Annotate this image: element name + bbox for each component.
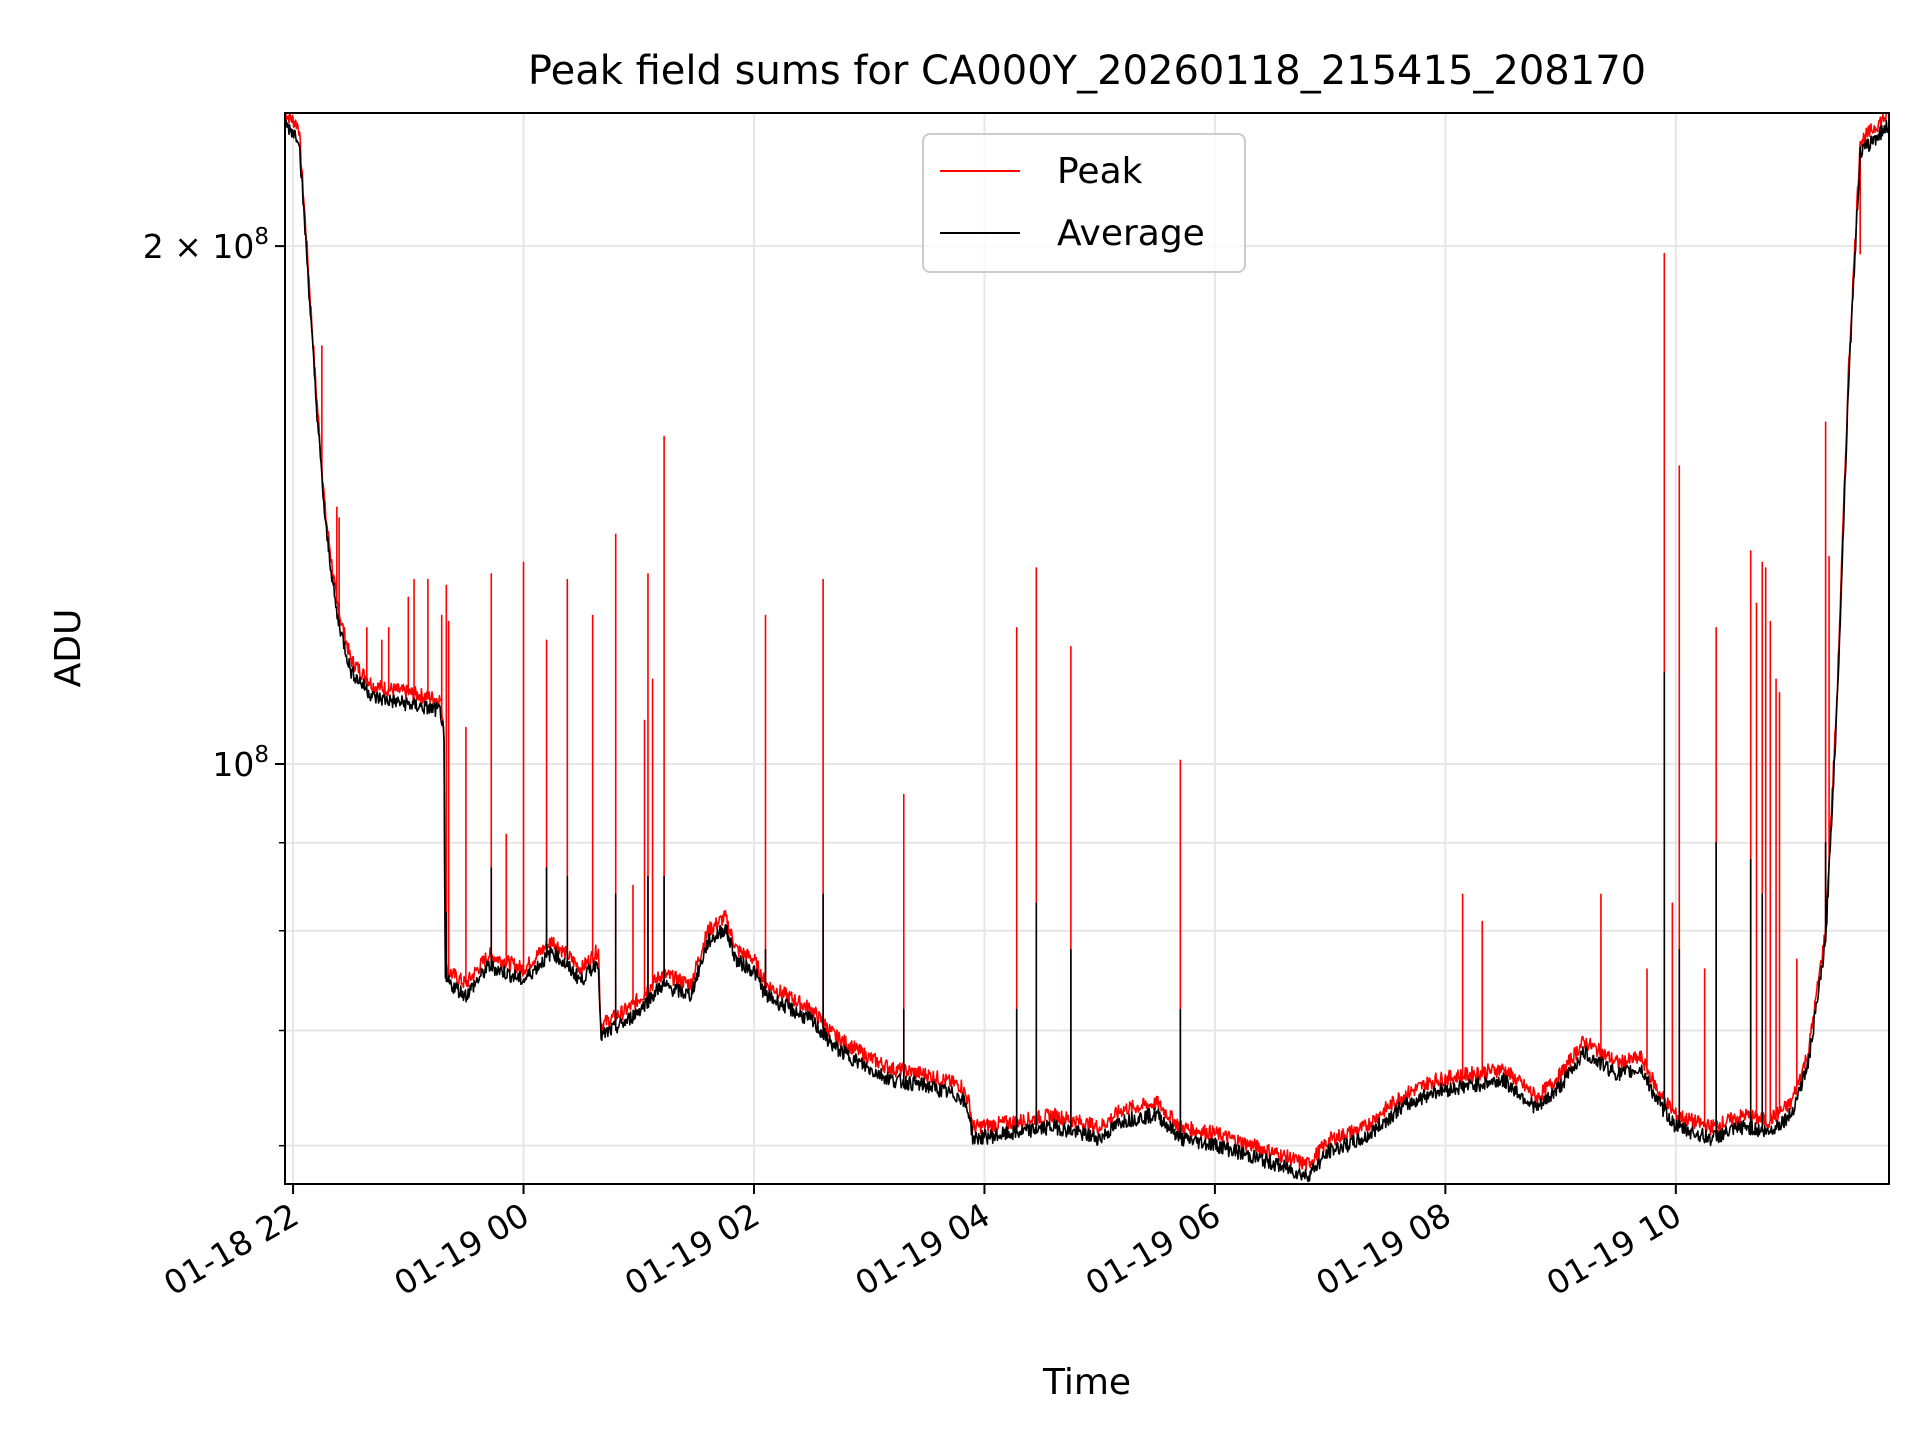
y-axis-label: ADU xyxy=(48,609,89,688)
y-axis: 108 2 × 108 xyxy=(143,224,285,1147)
series-layer xyxy=(285,113,1889,1183)
legend-label-average: Average xyxy=(1057,213,1205,254)
plot-frame xyxy=(284,112,1890,1185)
series-peak-line xyxy=(285,113,1888,1171)
series-average-line xyxy=(285,119,1889,1183)
legend: Peak Average xyxy=(922,133,1246,273)
x-axis-label: Time xyxy=(1042,1362,1131,1403)
y-tick-label: 108 xyxy=(212,742,269,784)
y-tick-label: 2 × 108 xyxy=(143,224,269,266)
legend-box xyxy=(922,133,1246,273)
legend-label-peak: Peak xyxy=(1057,151,1143,192)
chart-title: Peak field sums for CA000Y_20260118_2154… xyxy=(528,48,1646,94)
